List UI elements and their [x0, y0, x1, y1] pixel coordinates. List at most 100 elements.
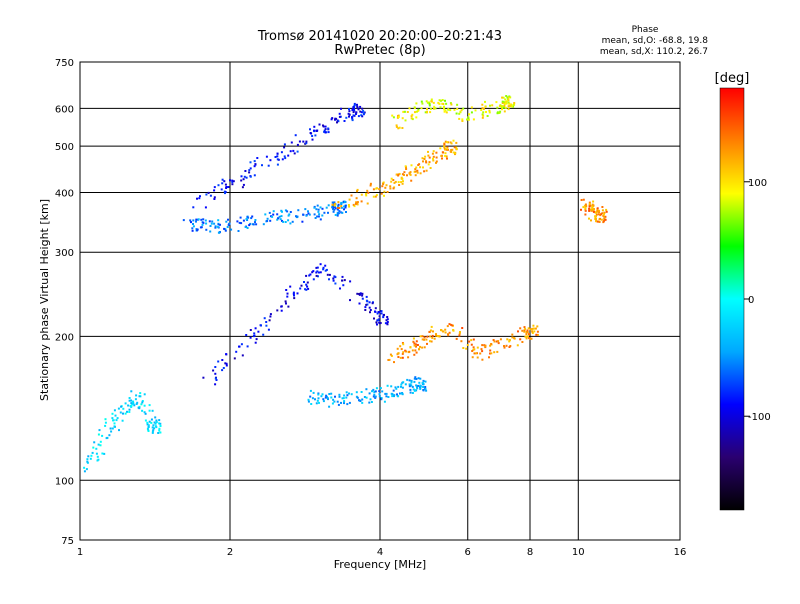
scatter-point	[454, 152, 457, 155]
scatter-point	[466, 344, 469, 346]
scatter-point	[409, 173, 412, 176]
scatter-point	[141, 409, 144, 412]
scatter-point	[300, 284, 303, 287]
scatter-point	[103, 452, 106, 455]
scatter-point	[249, 222, 252, 225]
scatter-point	[439, 147, 442, 150]
scatter-point	[361, 398, 364, 401]
scatter-point	[296, 150, 299, 153]
scatter-point	[476, 356, 479, 359]
scatter-point	[486, 115, 489, 117]
scatter-point	[337, 120, 340, 123]
scatter-point	[146, 423, 149, 426]
scatter-point	[595, 220, 598, 222]
scatter-point	[429, 111, 432, 114]
scatter-point	[312, 270, 315, 273]
scatter-point	[429, 335, 432, 338]
scatter-point	[348, 108, 350, 110]
scatter-point	[205, 228, 208, 231]
stats-line-x: mean, sd,X: 110.2, 26.7	[600, 47, 708, 57]
scatter-point	[511, 336, 514, 339]
scatter-point	[480, 109, 483, 111]
scatter-point	[416, 344, 419, 346]
chart-title: Tromsø 20141020 20:20:00–20:21:43	[257, 29, 502, 44]
scatter-point	[217, 360, 220, 363]
scatter-point	[328, 405, 331, 408]
scatter-point	[435, 156, 438, 159]
scatter-point	[424, 155, 427, 158]
scatter-point	[287, 219, 290, 222]
scatter-point	[413, 377, 416, 380]
scatter-point	[401, 173, 404, 176]
scatter-point	[536, 325, 539, 328]
scatter-point	[239, 216, 242, 219]
scatter-point	[448, 331, 451, 334]
scatter-point	[508, 339, 511, 342]
scatter-point	[236, 220, 239, 223]
scatter-point	[431, 334, 434, 337]
scatter-point	[481, 116, 484, 119]
scatter-point	[305, 288, 308, 291]
scatter-point	[318, 123, 321, 126]
scatter-point	[605, 208, 608, 211]
scatter-point	[384, 186, 387, 189]
scatter-point	[358, 302, 361, 305]
scatter-point	[383, 313, 385, 316]
scatter-point	[333, 208, 336, 211]
scatter-point	[455, 337, 458, 340]
x-axis-label: Frequency [MHz]	[334, 558, 426, 571]
scatter-point	[229, 179, 231, 182]
scatter-point	[241, 186, 244, 189]
scatter-point	[225, 364, 228, 367]
scatter-point	[417, 108, 420, 111]
scatter-point	[214, 377, 217, 380]
scatter-point	[439, 99, 442, 102]
scatter-point	[461, 327, 464, 329]
scatter-point	[152, 424, 155, 427]
scatter-point	[428, 161, 431, 164]
scatter-point	[316, 215, 319, 218]
scatter-point	[332, 279, 335, 282]
scatter-point	[248, 171, 251, 174]
scatter-point	[470, 343, 473, 346]
scatter-point	[327, 127, 330, 130]
scatter-point	[390, 177, 393, 180]
scatter-point	[285, 289, 288, 291]
scatter-point	[114, 414, 117, 417]
scatter-point	[255, 223, 258, 226]
scatter-point	[376, 323, 378, 326]
scatter-point	[119, 411, 122, 414]
scatter-point	[333, 202, 336, 205]
scatter-point	[401, 352, 404, 355]
scatter-point	[372, 188, 375, 191]
scatter-point	[582, 198, 585, 201]
scatter-point	[429, 329, 432, 332]
scatter-point	[343, 208, 345, 211]
scatter-point	[270, 215, 272, 218]
scatter-point	[474, 352, 477, 355]
scatter-point	[143, 393, 146, 396]
scatter-point	[386, 316, 389, 318]
scatter-point	[435, 333, 437, 336]
scatter-point	[383, 190, 386, 193]
scatter-point	[444, 140, 447, 143]
scatter-point	[383, 400, 386, 403]
scatter-point	[86, 458, 89, 461]
scatter-point	[369, 182, 372, 185]
scatter-point	[383, 194, 385, 197]
scatter-point	[375, 187, 378, 190]
scatter-point	[143, 404, 146, 407]
scatter-point	[423, 170, 426, 173]
scatter-point	[97, 433, 100, 436]
scatter-point	[425, 389, 428, 392]
scatter-point	[199, 195, 201, 198]
scatter-point	[444, 152, 447, 155]
scatter-point	[506, 98, 509, 100]
scatter-point	[151, 431, 154, 434]
scatter-point	[421, 338, 424, 341]
scatter-point	[408, 350, 411, 353]
scatter-point	[604, 218, 607, 221]
scatter-point	[580, 199, 583, 201]
scatter-point	[192, 225, 195, 228]
scatter-point	[227, 218, 229, 221]
